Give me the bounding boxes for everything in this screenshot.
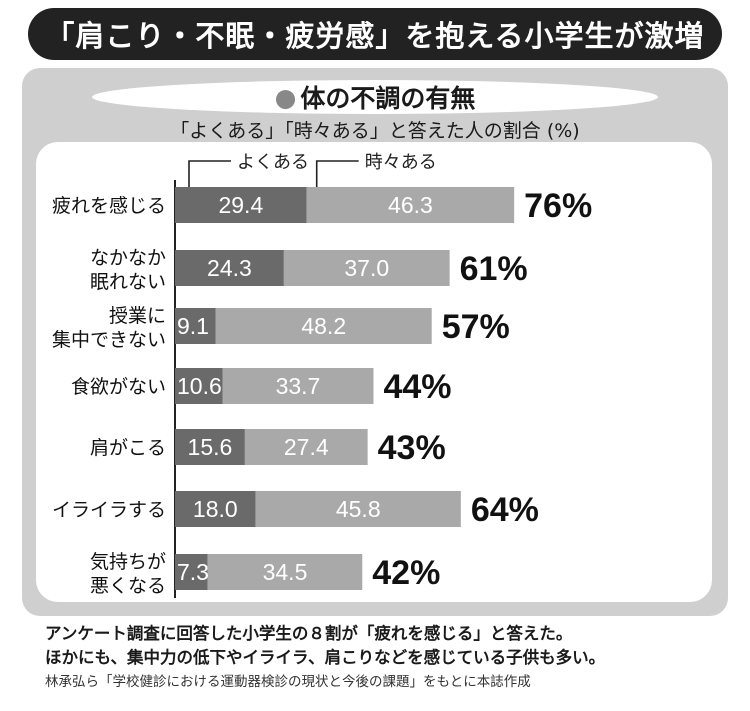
bar-often (175, 554, 208, 590)
legend-label-2: 時々ある (365, 152, 437, 172)
value-label-often: 10.6 (177, 373, 222, 399)
category-label: 気持ちが (90, 551, 166, 573)
total-label: 44% (383, 368, 451, 406)
legend-bracket-2 (315, 160, 359, 187)
bar-sometimes (207, 554, 363, 590)
bar-often (175, 187, 307, 223)
value-label-sometimes: 48.2 (301, 313, 346, 339)
total-label: 43% (378, 429, 446, 467)
category-label: 授業に (109, 305, 166, 327)
value-label-sometimes: 46.3 (388, 192, 433, 218)
total-label: 76% (524, 187, 592, 225)
category-label: なかなか (90, 248, 166, 269)
bar-often (175, 368, 223, 404)
footer-line-2: ほかにも、集中力の低下やイライラ、肩こりなどを感じている子供も多い。 (45, 648, 606, 667)
total-label: 57% (442, 308, 510, 346)
bullet-dot-icon: ● (274, 82, 297, 112)
total-label: 61% (460, 250, 528, 288)
value-label-sometimes: 37.0 (344, 255, 389, 281)
value-label-sometimes: 45.8 (336, 496, 381, 522)
bar-often (175, 491, 256, 527)
category-label: イライラする (52, 500, 166, 521)
category-label: 肩がこる (90, 437, 166, 459)
value-label-sometimes: 34.5 (263, 559, 308, 585)
category-label: 疲れを感じる (52, 195, 166, 217)
bar-often (175, 308, 216, 344)
bar-often (175, 429, 245, 465)
section-header: ● 体の不調の有無 (92, 80, 658, 114)
value-label-often: 18.0 (193, 496, 238, 522)
legend-bracket-1 (188, 160, 231, 187)
value-label-sometimes: 27.4 (284, 434, 329, 460)
footer-note: アンケート調査に回答した小学生の８割が「疲れを感じる」と答えた。 ほかにも、集中… (45, 622, 735, 670)
value-label-often: 7.3 (177, 559, 209, 585)
bar-sometimes (215, 308, 432, 344)
chart-title: 「肩こり・不眠・疲労感」を抱える小学生が激増 (28, 8, 722, 60)
category-label: 眠れない (90, 272, 166, 293)
bar-sometimes (222, 368, 374, 404)
category-label: 食欲がない (71, 376, 166, 398)
value-label-sometimes: 33.7 (276, 373, 321, 399)
bar-sometimes (244, 429, 368, 465)
bar-often (175, 250, 284, 286)
chart-subtitle: 「よくある」「時々ある」と答えた人の割合 (%) (170, 120, 580, 142)
section-title: 体の不調の有無 (300, 84, 476, 113)
total-label: 64% (471, 491, 539, 529)
bar-sometimes (283, 250, 450, 286)
value-label-often: 24.3 (207, 255, 252, 281)
bar-sometimes (306, 187, 515, 223)
category-label: 集中できない (52, 329, 166, 351)
value-label-often: 9.1 (177, 313, 209, 339)
source-note: 林承弘ら「学校健診における運動器検診の現状と今後の課題」をもとに本誌作成 (45, 674, 531, 690)
value-label-often: 29.4 (218, 192, 263, 218)
footer-line-1: アンケート調査に回答した小学生の８割が「疲れを感じる」と答えた。 (45, 624, 573, 643)
category-label: 悪くなる (90, 576, 166, 597)
value-label-often: 15.6 (188, 434, 233, 460)
legend-label-1: よくある (237, 152, 309, 172)
total-label: 42% (372, 554, 440, 592)
bar-sometimes (255, 491, 461, 527)
